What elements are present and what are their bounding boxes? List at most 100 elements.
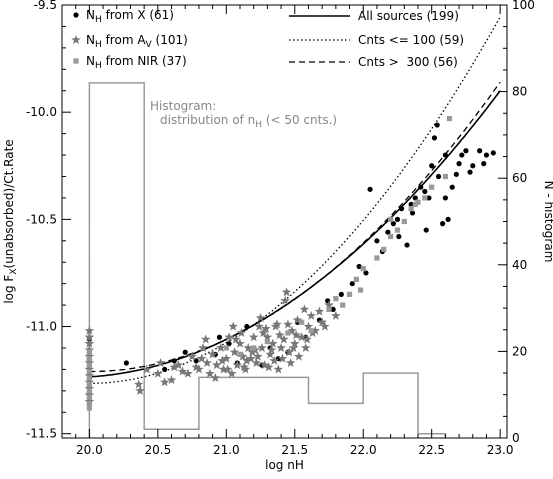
- data-point-star: [324, 300, 334, 310]
- data-point-star: [205, 368, 215, 378]
- data-point-square: [340, 302, 346, 308]
- data-point-star: [266, 345, 277, 355]
- data-point-star: [221, 353, 232, 363]
- data-point-star: [300, 342, 311, 353]
- data-point-square: [86, 362, 92, 368]
- data-point-circle: [483, 152, 490, 158]
- data-point-star: [294, 351, 304, 361]
- data-point-star: [262, 332, 273, 342]
- data-point-star: [247, 347, 258, 357]
- data-point-star: [198, 342, 208, 353]
- data-point-circle: [412, 195, 418, 201]
- data-point-star: [277, 353, 288, 363]
- histogram-bin: [199, 377, 254, 438]
- data-point-square: [86, 394, 92, 400]
- data-point-circle: [477, 148, 483, 154]
- histogram-outline: [88, 82, 447, 439]
- data-point-star: [255, 312, 266, 323]
- y2-tick-label: 0: [512, 431, 520, 445]
- data-point-circle: [409, 210, 416, 216]
- x-tick-label: 23.0: [487, 443, 514, 457]
- data-point-square: [412, 201, 418, 207]
- data-point-star: [227, 368, 237, 378]
- data-point-circle: [182, 349, 188, 355]
- data-point-circle: [431, 135, 438, 141]
- data-point-star: [84, 351, 95, 361]
- data-point-circle: [426, 195, 432, 201]
- data-point-square: [388, 216, 394, 222]
- data-point-circle: [404, 242, 410, 248]
- data-point-star: [303, 321, 314, 331]
- data-point-star: [287, 325, 297, 335]
- data-point-square: [86, 381, 92, 388]
- data-point-star: [84, 332, 95, 342]
- data-point-square: [251, 345, 257, 351]
- y2-tick-label: 40: [512, 258, 527, 272]
- data-point-star: [159, 377, 170, 387]
- y2-tick-label: 100: [512, 0, 535, 12]
- data-point-star: [211, 360, 222, 370]
- data-point-star: [84, 345, 95, 355]
- data-point-star: [281, 287, 292, 297]
- data-point-star: [253, 351, 263, 361]
- data-point-star: [251, 357, 262, 368]
- data-point-star: [268, 338, 278, 348]
- data-point-circle: [445, 216, 451, 222]
- y-tick-label: -11.5: [26, 427, 57, 441]
- histogram: [88, 82, 447, 439]
- histogram-bin: [308, 403, 363, 438]
- data-point-square: [401, 218, 407, 225]
- data-point-circle: [385, 229, 391, 235]
- data-point-square: [446, 116, 453, 122]
- data-point-star: [296, 332, 307, 342]
- data-point-star: [183, 368, 193, 378]
- data-point-star: [246, 353, 256, 363]
- data-point-star: [210, 372, 221, 383]
- data-point-circle: [244, 323, 250, 330]
- data-point-star: [166, 375, 177, 385]
- data-point-square: [346, 291, 353, 297]
- data-point-circle: [363, 270, 369, 276]
- data-point-star: [228, 321, 238, 331]
- data-point-star: [259, 360, 270, 370]
- data-point-circle: [374, 238, 380, 244]
- data-point-star: [306, 310, 316, 320]
- data-point-square: [357, 287, 364, 293]
- data-point-square: [422, 195, 428, 201]
- data-point-star: [229, 347, 240, 357]
- data-point-circle: [349, 281, 355, 287]
- data-point-star: [248, 332, 259, 342]
- histogram-bin: [89, 83, 144, 438]
- y-tick-label: -11.0: [26, 320, 57, 334]
- data-point-circle: [367, 186, 373, 192]
- legend-marker-square: [73, 58, 79, 64]
- legend-label: Cnts > 300 (56): [358, 55, 458, 69]
- data-point-circle: [226, 341, 232, 347]
- data-point-star: [265, 349, 275, 359]
- y-tick-label: -10.0: [26, 105, 57, 119]
- legend-label: NH from X (61): [86, 8, 174, 25]
- data-point-circle: [459, 152, 465, 158]
- data-point-square: [394, 227, 401, 233]
- histogram-note-title: Histogram:: [150, 99, 216, 113]
- y2-tick-label: 20: [512, 344, 527, 358]
- data-point-circle: [490, 150, 496, 156]
- data-point-star: [285, 357, 296, 368]
- data-point-square: [388, 233, 394, 240]
- data-point-star: [254, 321, 264, 331]
- data-point-star: [272, 319, 282, 329]
- data-point-circle: [356, 263, 362, 270]
- data-point-circle: [440, 221, 446, 227]
- data-point-circle: [338, 291, 344, 297]
- data-point-star: [84, 364, 95, 374]
- fit-curves: [89, 16, 501, 384]
- data-point-circle: [330, 306, 336, 312]
- data-point-star: [191, 362, 201, 372]
- data-point-circle: [171, 358, 177, 364]
- data-point-star: [201, 334, 211, 344]
- data-point-star: [292, 315, 303, 325]
- data-point-star: [280, 295, 290, 305]
- data-point-square: [429, 184, 435, 190]
- data-point-circle: [162, 366, 168, 373]
- data-point-star: [202, 357, 212, 368]
